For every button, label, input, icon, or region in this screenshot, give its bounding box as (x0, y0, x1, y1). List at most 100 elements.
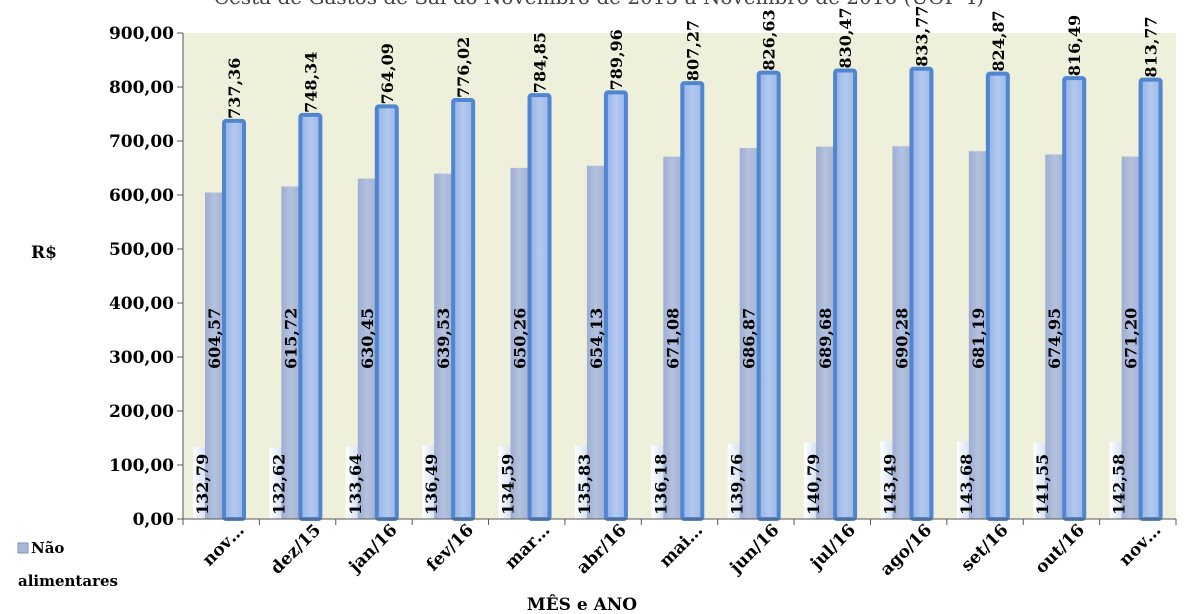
bar-series-2 (756, 70, 781, 521)
data-label-series-1: 650,26 (511, 308, 530, 369)
y-tick-label: 0,00 (133, 510, 175, 530)
data-label-series-1: 690,28 (892, 308, 911, 369)
data-label-series-0: 132,79 (193, 454, 212, 515)
data-label-series-0: 142,58 (1110, 454, 1129, 515)
data-label-series-0: 132,62 (269, 454, 288, 515)
bar-series-1 (434, 173, 453, 519)
data-label-series-2: 789,96 (607, 29, 626, 90)
x-tick-label: jan/16 (344, 520, 402, 578)
data-label-series-2: 764,09 (378, 43, 397, 104)
data-label-series-1: 630,45 (358, 308, 377, 369)
data-label-series-1: 681,19 (969, 308, 988, 369)
legend-label-line1: Não (31, 539, 64, 557)
bar-series-2 (1062, 76, 1087, 521)
bar-series-1 (510, 167, 529, 519)
data-label-series-0: 134,59 (499, 454, 518, 515)
bar-series-1 (1045, 154, 1064, 520)
x-tick-label: abr/16 (573, 520, 631, 578)
bar-series-2 (603, 90, 628, 521)
legend-swatch-nao-alimentares (17, 542, 29, 554)
y-tick-label: 200,00 (109, 402, 174, 422)
legend: Não alimentares (17, 539, 118, 590)
data-label-series-2: 748,34 (301, 52, 320, 113)
data-label-series-1: 604,57 (205, 308, 224, 369)
data-label-series-2: 776,02 (454, 37, 473, 98)
data-label-series-0: 143,68 (957, 454, 976, 515)
y-tick-label: 100,00 (109, 456, 174, 476)
x-tick-label: ago/16 (877, 520, 936, 579)
y-tick-label: 900,00 (109, 24, 174, 44)
x-tick-label: dez/15 (267, 520, 325, 578)
bar-series-1 (968, 151, 987, 519)
bar-series-2 (222, 118, 246, 522)
data-label-series-0: 139,76 (728, 454, 747, 515)
data-label-series-2: 737,36 (225, 58, 244, 119)
x-axis-title: MÊS e ANO (527, 594, 637, 614)
y-axis: 0,00 100,00 200,00 300,00 400,00 500,00 600,00… (109, 24, 184, 530)
data-label-series-1: 671,08 (663, 308, 682, 369)
data-label-series-2: 826,63 (760, 9, 779, 70)
x-tick-label: fev/16 (423, 520, 478, 575)
x-tick-label: nov… (1115, 520, 1165, 570)
bar-series-2 (985, 71, 1010, 522)
bar-series-2 (833, 68, 858, 521)
bar-series-2 (451, 97, 476, 522)
x-tick-label: jul/16 (805, 520, 859, 574)
bars (193, 66, 1163, 522)
bar-series-1 (357, 178, 376, 519)
data-label-series-2: 833,77 (912, 6, 931, 67)
bar-series-1 (205, 192, 223, 519)
data-label-series-2: 816,49 (1065, 15, 1084, 76)
y-tick-label: 600,00 (109, 186, 174, 206)
data-label-series-1: 671,20 (1122, 308, 1141, 369)
x-tick-label: nov… (199, 520, 249, 570)
data-label-series-0: 136,18 (651, 454, 670, 515)
bar-series-1 (663, 156, 682, 519)
x-tick-label: out/16 (1031, 520, 1089, 578)
chart-title: Cesta de Gastos de Sal do Novembro de 20… (214, 0, 984, 9)
y-tick-label: 700,00 (109, 132, 174, 152)
data-label-series-2: 813,77 (1142, 16, 1161, 77)
y-tick-label: 500,00 (109, 240, 174, 260)
y-tick-label: 300,00 (109, 348, 174, 368)
x-tick-label: set/16 (957, 520, 1012, 575)
data-label-series-2: 784,85 (531, 32, 550, 93)
y-axis-title: R$ (31, 243, 57, 263)
bar-series-2 (374, 104, 399, 522)
x-tick-label: jun/16 (725, 520, 784, 579)
bar-series-2 (298, 112, 323, 522)
data-label-series-2: 824,87 (989, 10, 1008, 71)
data-label-series-0: 135,83 (575, 454, 594, 515)
data-label-series-1: 639,53 (434, 308, 453, 369)
bar-series-2 (680, 81, 705, 522)
data-label-series-1: 689,68 (816, 308, 835, 369)
y-tick-label: 400,00 (109, 294, 174, 314)
data-label-series-0: 133,64 (346, 454, 365, 515)
bar-series-1 (739, 148, 758, 519)
data-label-series-0: 143,49 (880, 454, 899, 515)
bar-series-1 (1121, 156, 1140, 519)
bar-series-2 (909, 66, 934, 522)
data-label-series-1: 654,13 (587, 308, 606, 369)
data-label-series-0: 136,49 (422, 454, 441, 515)
bar-series-1 (892, 146, 911, 520)
x-tick-label: mar… (501, 520, 554, 573)
data-label-series-2: 807,27 (683, 20, 702, 81)
bar-series-1 (816, 146, 835, 519)
x-tick-label: mai… (656, 520, 707, 571)
data-label-series-0: 140,79 (804, 454, 823, 515)
bar-series-2 (527, 93, 552, 521)
bar-series-1 (281, 186, 300, 519)
data-label-series-1: 615,72 (281, 308, 300, 369)
bar-series-2 (1138, 77, 1163, 521)
data-label-series-0: 141,55 (1033, 454, 1052, 515)
data-labels: 132,79 604,57 737,36 132,62 615,72 748,34 133,… (193, 6, 1161, 515)
legend-label-line2: alimentares (18, 572, 118, 590)
x-axis: nov… dez/15 jan/16 fev/16 mar… abr/16 mai… jun/… (182, 518, 1177, 580)
bar-series-1 (586, 165, 605, 519)
data-label-series-1: 686,87 (740, 308, 759, 369)
y-tick-label: 800,00 (109, 78, 174, 98)
data-label-series-1: 674,95 (1045, 308, 1064, 369)
